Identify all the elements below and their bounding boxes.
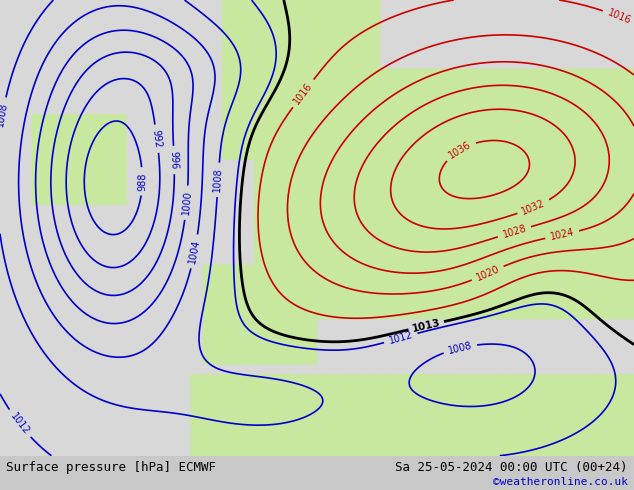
Text: Surface pressure [hPa] ECMWF: Surface pressure [hPa] ECMWF	[6, 461, 216, 474]
Text: ©weatheronline.co.uk: ©weatheronline.co.uk	[493, 477, 628, 487]
Text: 996: 996	[169, 151, 179, 170]
Text: 1000: 1000	[181, 190, 193, 215]
Text: 1004: 1004	[188, 239, 202, 265]
Text: 988: 988	[137, 172, 148, 191]
Text: 1008: 1008	[212, 167, 224, 193]
Text: Sa 25-05-2024 00:00 UTC (00+24): Sa 25-05-2024 00:00 UTC (00+24)	[395, 461, 628, 474]
Text: 1016: 1016	[605, 7, 632, 26]
Text: 1032: 1032	[521, 198, 547, 217]
Text: 1016: 1016	[292, 80, 314, 106]
Text: 1036: 1036	[447, 139, 473, 161]
Text: 1028: 1028	[501, 223, 527, 240]
Text: 1008: 1008	[447, 340, 473, 356]
Text: 1024: 1024	[549, 227, 575, 242]
Text: 1012: 1012	[8, 411, 31, 437]
Text: 1020: 1020	[474, 264, 501, 283]
Text: 992: 992	[151, 129, 163, 148]
Text: 1012: 1012	[387, 330, 414, 346]
Text: 1008: 1008	[0, 101, 10, 127]
Text: 1013: 1013	[411, 318, 441, 334]
